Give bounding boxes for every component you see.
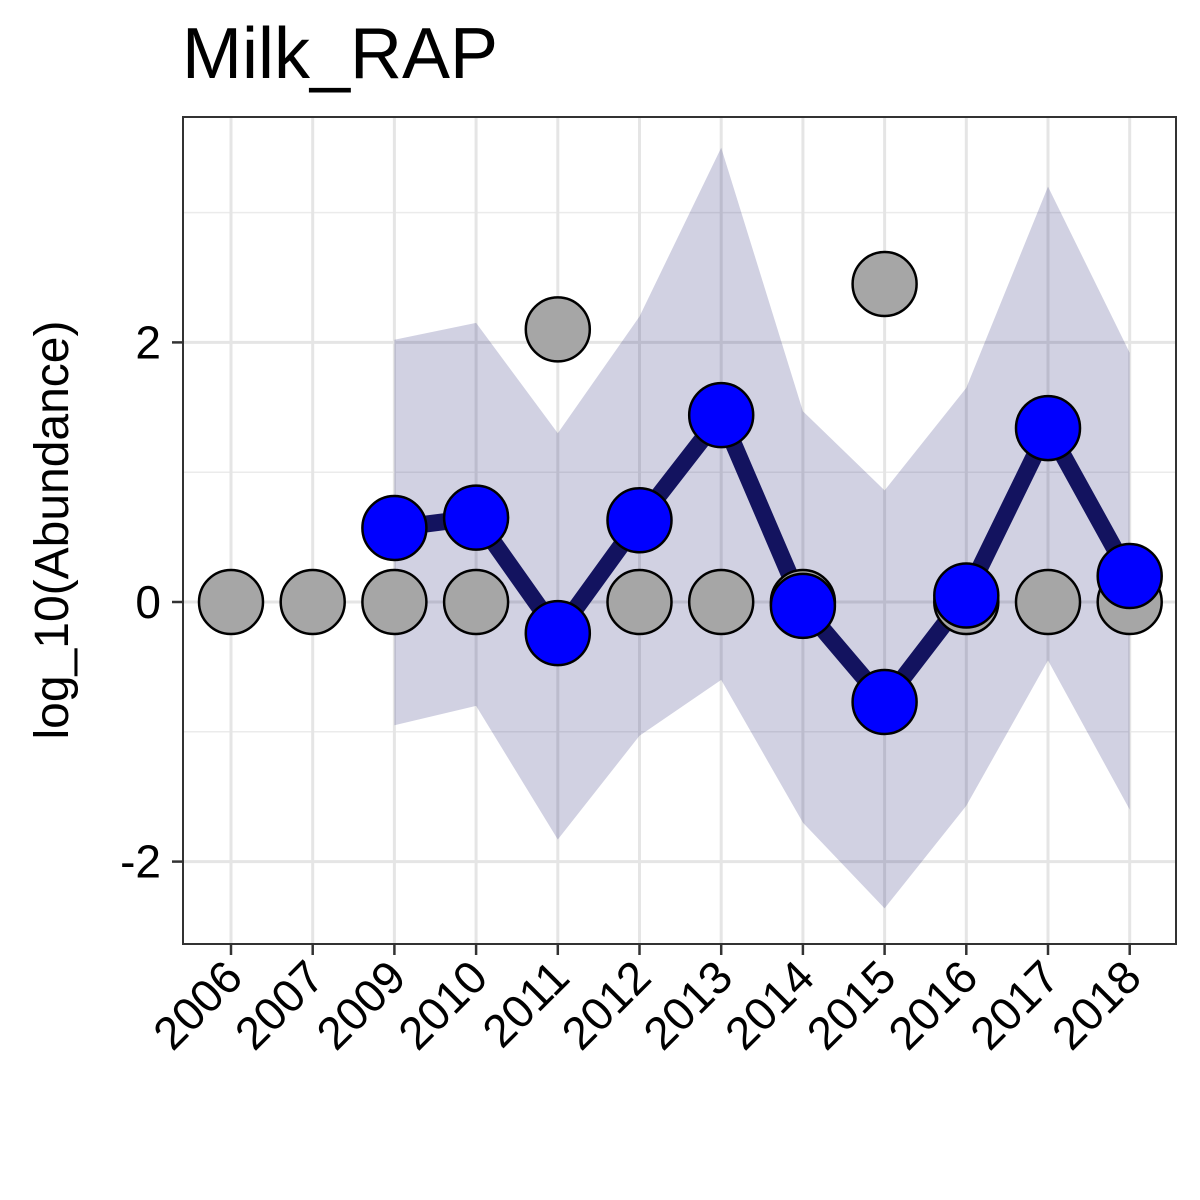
observed-point-2015	[851, 250, 918, 318]
chart-title: Milk_RAP	[182, 14, 498, 94]
observed-point-2009	[361, 568, 428, 636]
estimated-point-2018	[1096, 542, 1163, 610]
y-axis-title: log_10(Abundance)	[26, 321, 79, 740]
x-tick-label: 2006	[143, 950, 252, 1059]
x-tick-label: 2017	[960, 950, 1069, 1059]
estimated-point-2013	[687, 381, 755, 449]
x-tick-label: 2012	[551, 950, 660, 1059]
x-tick-label: 2018	[1042, 950, 1151, 1059]
estimated-point-2016	[933, 562, 1000, 629]
estimated-point-2014	[769, 572, 837, 640]
x-tick-label: 2010	[388, 950, 497, 1059]
observed-point-2017	[1014, 568, 1082, 636]
x-tick-label: 2015	[797, 950, 906, 1059]
x-tick-label: 2016	[878, 950, 987, 1059]
plot-panel	[183, 117, 1176, 944]
observed-point-2007	[279, 568, 346, 636]
x-tick-label: 2009	[306, 950, 415, 1059]
estimated-point-2012	[606, 486, 673, 554]
y-tick-label: 0	[135, 576, 161, 628]
observed-point-2006	[197, 568, 265, 636]
estimated-point-2017	[1014, 394, 1082, 462]
estimated-point-2010	[442, 484, 510, 551]
x-tick-label: 2013	[633, 950, 742, 1059]
estimated-point-2015	[851, 668, 918, 736]
y-tick-label: -2	[120, 836, 161, 888]
series-polyline	[385, 406, 1139, 711]
x-tick-label: 2011	[472, 950, 579, 1057]
estimated-point-2009	[361, 494, 428, 562]
y-tick-label: 2	[135, 316, 161, 368]
plot-border	[182, 116, 1177, 945]
estimated-points	[361, 381, 1163, 736]
y-axis: -2 0 2	[120, 316, 183, 888]
observed-point-2011	[524, 296, 592, 363]
estimated-point-2011	[524, 599, 592, 667]
observed-point-2010	[442, 568, 510, 636]
observed-point-2012	[606, 568, 673, 636]
series-line	[385, 406, 1139, 711]
x-tick-label: 2014	[715, 950, 824, 1059]
observed-point-2013	[687, 568, 755, 636]
x-axis: 2006200720092010201120122013201420152016…	[143, 944, 1151, 1059]
x-tick-label: 2007	[225, 950, 334, 1059]
